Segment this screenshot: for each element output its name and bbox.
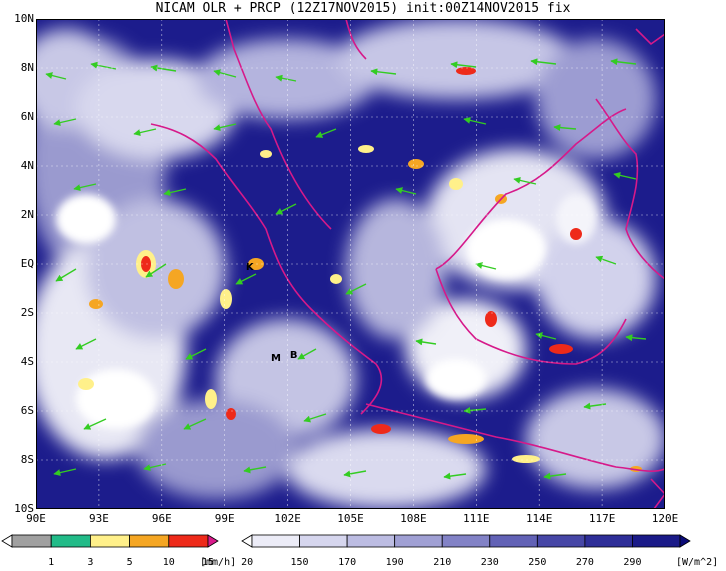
colorbar-tick-label: 190 bbox=[385, 557, 404, 568]
lon-label: 108E bbox=[400, 512, 427, 525]
colorbar-tick-label: 270 bbox=[575, 557, 594, 568]
colorbar-tick-label: 3 bbox=[87, 557, 94, 568]
colorbar-swatch bbox=[441, 534, 491, 548]
colorbar-swatch bbox=[129, 534, 170, 548]
colorbar-swatch bbox=[90, 534, 131, 548]
colorbar-swatch bbox=[50, 534, 91, 548]
lat-label: 8N bbox=[20, 61, 34, 74]
lon-label: 117E bbox=[588, 512, 616, 525]
colorbar-tick-label: 230 bbox=[480, 557, 499, 568]
colorbar-swatch bbox=[1, 534, 13, 548]
lat-label: 10N bbox=[14, 12, 34, 25]
grid-lines bbox=[36, 19, 665, 509]
colorbar-tick-label: 1 bbox=[48, 557, 55, 568]
colorbar-swatch bbox=[536, 534, 586, 548]
lat-label: 10S bbox=[14, 502, 34, 515]
station-label: K bbox=[245, 261, 254, 273]
lon-label: 102E bbox=[274, 512, 301, 525]
lat-label: 4S bbox=[20, 355, 34, 368]
colorbar-tick-label: 15 bbox=[201, 557, 215, 568]
station-label: M bbox=[271, 352, 281, 364]
lon-label: 93E bbox=[88, 512, 109, 525]
colorbar-swatch bbox=[207, 534, 219, 548]
colorbar-swatch bbox=[489, 534, 538, 548]
colorbar-swatch bbox=[168, 534, 209, 548]
olr-precip-map bbox=[36, 19, 665, 509]
coastlines bbox=[150, 19, 665, 509]
olr-colorbar bbox=[241, 534, 691, 548]
lon-label: 111E bbox=[463, 512, 490, 525]
colorbar-tick-label: 10 bbox=[162, 557, 175, 568]
colorbar-tick-label: 290 bbox=[623, 557, 642, 568]
colorbar-swatch bbox=[299, 534, 348, 548]
colorbar-tick-label: 210 bbox=[433, 557, 452, 568]
precip-unit: [mm/h] bbox=[200, 557, 237, 568]
lat-label: 2S bbox=[20, 306, 34, 319]
colorbar-swatch bbox=[632, 534, 681, 548]
lon-label: 96E bbox=[151, 512, 172, 525]
colorbar-swatch bbox=[241, 534, 253, 548]
lon-label: 90E bbox=[26, 512, 46, 525]
map-title: NICAM OLR + PRCP (12Z17NOV2015) init:00Z… bbox=[155, 1, 571, 16]
lon-label: 114E bbox=[525, 512, 553, 525]
colorbar-swatch bbox=[584, 534, 633, 548]
colorbar-swatch bbox=[394, 534, 443, 548]
lat-label: 6S bbox=[20, 404, 34, 417]
lat-label: 8S bbox=[20, 453, 34, 466]
lat-label: 4N bbox=[20, 159, 34, 172]
wind-vectors bbox=[45, 58, 647, 480]
lat-label: 6N bbox=[20, 110, 34, 123]
colorbar-tick-label: 150 bbox=[290, 557, 309, 568]
colorbar-swatch bbox=[11, 534, 52, 548]
colorbar-panel bbox=[1, 534, 691, 548]
station-label: B bbox=[289, 350, 298, 362]
colorbar-tick-label: 5 bbox=[126, 557, 133, 568]
lat-label: 2N bbox=[20, 208, 34, 221]
olr-unit: [W/m^2] bbox=[676, 557, 719, 568]
colorbar-tick-label: 170 bbox=[338, 557, 357, 568]
precip-colorbar bbox=[1, 534, 219, 548]
precipitation-cells bbox=[78, 67, 642, 472]
lon-label: 105E bbox=[337, 512, 364, 525]
colorbar-swatch bbox=[679, 534, 691, 548]
colorbar-swatch bbox=[251, 534, 300, 548]
lon-label: 120E bbox=[651, 512, 679, 525]
lon-label: 99E bbox=[214, 512, 235, 525]
colorbar-swatch bbox=[346, 534, 396, 548]
colorbar-tick-label: 250 bbox=[528, 557, 547, 568]
colorbar-tick-label: 20 bbox=[241, 557, 254, 568]
lat-label: EQ bbox=[20, 257, 34, 270]
